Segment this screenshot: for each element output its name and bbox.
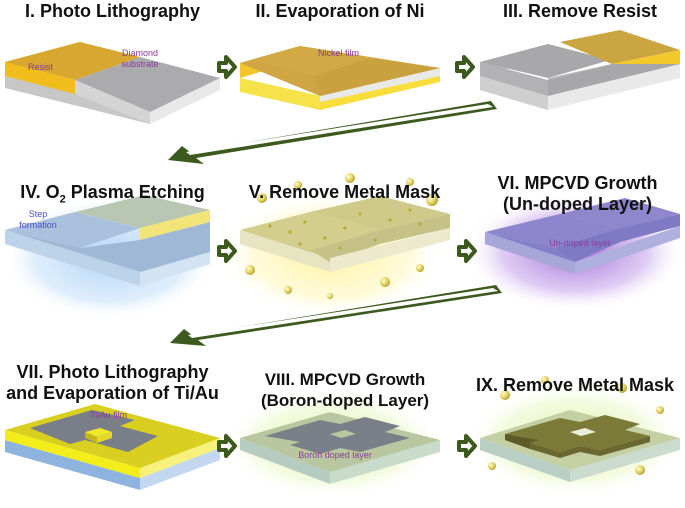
arrow-5-6 — [457, 239, 477, 263]
step-7-title-line2: and Evaporation of Ti/Au — [6, 383, 219, 403]
diamond-label-line2: substrate — [121, 59, 159, 69]
nickel-film-label: Nickel film — [318, 48, 360, 58]
step-1-illustration — [5, 42, 220, 124]
step-3-title: III. Remove Resist — [502, 1, 658, 21]
arrow-1-2 — [217, 55, 237, 79]
resist-label: Resist — [28, 62, 54, 72]
step-8-illustration — [222, 389, 442, 499]
step-7-illustration — [5, 404, 220, 490]
step-5-illustration — [220, 173, 450, 317]
step-9-illustration — [465, 376, 685, 498]
boron-doped-layer-label: Boron doped layer — [298, 450, 372, 460]
arrow-4-5 — [217, 239, 237, 263]
step-7-title-line1: VII. Photo Lithography — [16, 362, 209, 382]
step-2-illustration — [240, 46, 440, 110]
step-8-title-line2: (Boron-doped Layer) — [260, 391, 430, 410]
step-3-illustration — [480, 30, 680, 110]
step-8-title-line1: VIII. MPCVD Growth — [264, 370, 426, 389]
step-1-title: I. Photo Lithography — [25, 1, 200, 21]
step-formation-label-line2: formation — [19, 220, 57, 230]
arrow-8-9 — [457, 434, 477, 458]
step-4-title-suffix: Plasma Etching — [65, 182, 205, 202]
step-4-title-subscript: 2 — [59, 193, 66, 206]
undoped-layer-label: Un-doped layer — [549, 238, 611, 248]
tiau-film-label: Ti/Au film — [90, 410, 128, 420]
step-formation-label-line1: Step — [28, 209, 48, 219]
step-9-title: IX. Remove Metal Mask — [475, 375, 675, 395]
step-2-title: II. Evaporation of Ni — [255, 1, 425, 21]
step-4-illustration — [2, 195, 218, 320]
step-4-title-prefix: IV. O — [20, 182, 60, 202]
step-6-title-line1: VI. MPCVD Growth — [497, 173, 658, 193]
step-4-title: IV. O2 Plasma Etching — [0, 182, 225, 211]
step-6-title-line2: (Un-doped Layer) — [502, 194, 652, 214]
arrow-2-3 — [455, 55, 475, 79]
diamond-label-line1: Diamond — [121, 48, 159, 58]
step-6-illustration — [463, 192, 685, 312]
arrow-7-8 — [217, 434, 237, 458]
step-5-title: V. Remove Metal Mask — [248, 182, 441, 202]
flow-arrows — [217, 55, 477, 458]
